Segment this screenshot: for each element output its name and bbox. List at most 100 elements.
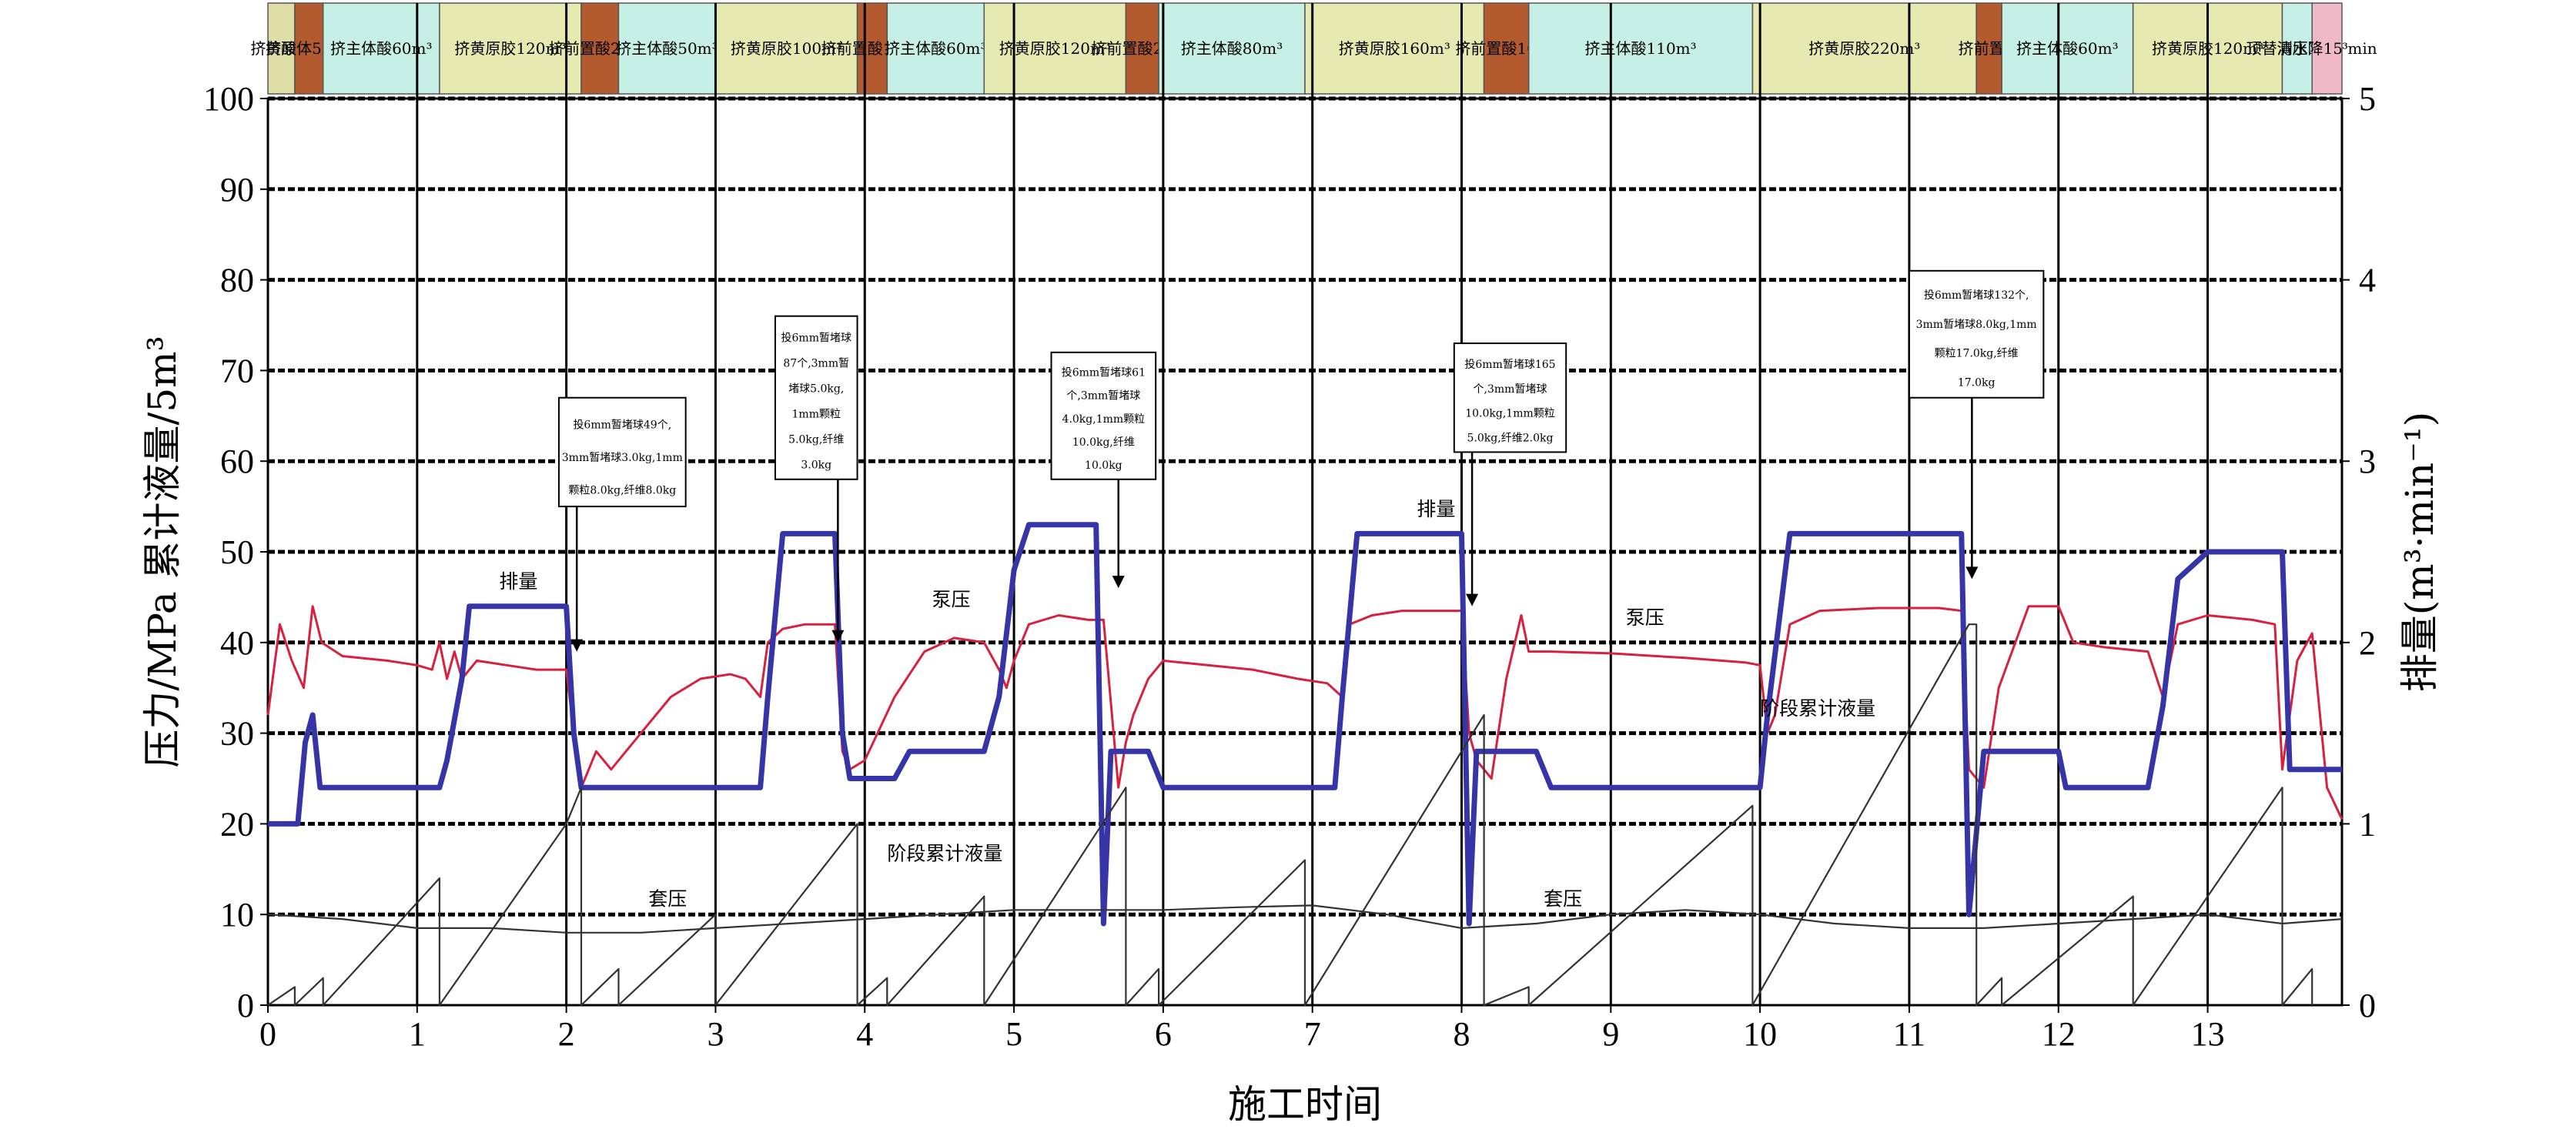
annotation-line: 87个,3mm暂 (783, 357, 849, 369)
y-left-tick-label: 40 (220, 624, 254, 662)
annotation-box (557, 396, 687, 508)
x-tick-label: 11 (1893, 1015, 1925, 1053)
x-tick-label: 12 (2042, 1015, 2076, 1053)
stage-block-label: 测压降15 min (2277, 39, 2377, 58)
y-left-tick-label: 90 (220, 171, 254, 209)
stage-block (856, 2, 888, 95)
annotation-box (1453, 342, 1567, 453)
annotation-line: 4.0kg,1mm颗粒 (1062, 413, 1146, 426)
x-tick-label: 9 (1602, 1015, 1619, 1053)
annotation-line: 颗粒8.0kg,纤维8.0kg (568, 484, 676, 496)
annotation-line: 堵球5.0kg, (788, 383, 844, 395)
stage-block (983, 2, 1127, 95)
stage-block-label: 挤主体酸80m³ (1181, 39, 1283, 58)
stage-block (886, 2, 985, 95)
stage-block (1158, 2, 1306, 95)
annotation-line: 投6mm暂堵球61 (1062, 366, 1146, 379)
x-tick-label: 0 (259, 1015, 276, 1053)
annotation-arrow-head (1466, 593, 1479, 606)
y-right-tick-label: 0 (2359, 987, 2376, 1024)
stage-block (439, 2, 582, 95)
stage-block-label: 挤黄原胶120m³ (454, 39, 566, 58)
y-left-tick-label: 60 (220, 443, 254, 480)
x-tick-label: 5 (1005, 1015, 1022, 1053)
annotation-line: 10.0kg (1085, 459, 1122, 472)
y-left-tick-label: 80 (220, 262, 254, 299)
curve-label: 阶段累计液量 (887, 843, 1002, 865)
y-right-tick-label: 1 (2359, 805, 2376, 843)
annotation-line: 颗粒17.0kg,纤维 (1935, 348, 2019, 360)
stage-block (714, 2, 858, 95)
stage-block-label: 挤主体酸110m³ (1585, 39, 1697, 58)
curve-label: 泵压 (1626, 606, 1664, 629)
stage-block-label: 挤主体酸60m³ (330, 39, 432, 58)
annotation-line: 17.0kg (1958, 376, 1996, 389)
stage-block (580, 2, 620, 95)
stage-block (2281, 2, 2313, 95)
series-line-0 (266, 605, 2343, 820)
stage-block (617, 2, 717, 95)
y-left-tick-label: 20 (220, 805, 254, 843)
curve-label: 泵压 (932, 589, 970, 611)
stage-block (294, 2, 324, 95)
stage-block-label: 挤主体酸50m³ (616, 39, 718, 58)
y-left-tick-label: 10 (220, 896, 254, 934)
y-left-tick-label: 30 (220, 715, 254, 753)
stage-block (1975, 2, 2002, 95)
stage-block-label: 挤主体酸60m³ (2016, 39, 2118, 58)
y-right-tick-label: 4 (2359, 262, 2376, 299)
curve-label: 套压 (648, 887, 687, 910)
y-left-tick-label: 0 (237, 987, 254, 1024)
curve-label: 套压 (1544, 887, 1582, 910)
stage-block (1527, 2, 1754, 95)
annotations: 投6mm暂堵球49个, 3mm暂堵球3.0kg,1mm 颗粒8.0kg,纤维8.0k… (557, 269, 2045, 652)
annotation-line: 个,3mm暂堵球 (1474, 383, 1547, 396)
annotation-line: 投6mm暂堵球49个, (573, 419, 671, 432)
annotation-line: 3mm暂堵球3.0kg,1mm (562, 452, 683, 464)
annotation-line: 1mm颗粒 (792, 408, 841, 420)
x-tick-label: 8 (1454, 1015, 1470, 1053)
annotation-box (1050, 351, 1157, 480)
x-tick-label: 13 (2191, 1015, 2225, 1053)
annotation-arrow-head (1112, 576, 1125, 589)
annotation-line: 10.0kg,纤维 (1072, 436, 1135, 449)
y-left-tick-label: 100 (203, 80, 254, 118)
x-tick-label: 2 (558, 1015, 575, 1053)
annotation-line: 10.0kg,1mm颗粒 (1465, 408, 1555, 420)
annotation-line: 个,3mm暂堵球 (1066, 390, 1140, 403)
y-right-tick-label: 5 (2359, 80, 2376, 118)
annotation-line: 投6mm暂堵球 (781, 332, 851, 344)
curve-label: 排量 (1417, 498, 1455, 520)
y-left-tick-label: 70 (220, 352, 254, 389)
x-tick-label: 7 (1304, 1015, 1321, 1053)
annotation-arrow-head (831, 630, 845, 643)
x-tick-label: 1 (409, 1015, 426, 1053)
x-tick-label: 3 (707, 1015, 724, 1053)
curve-label: 排量 (499, 570, 537, 593)
y-axis-right-title: 排量(m³·min⁻¹) (2397, 412, 2442, 692)
stage-block (267, 2, 296, 95)
stage-block (2001, 2, 2134, 95)
x-axis-title: 施工时间 (1228, 1082, 1382, 1127)
series-line-1 (268, 522, 2342, 927)
stage-block-label: 挤黄原胶220m³ (1808, 39, 1920, 58)
stage-block (1751, 2, 1977, 95)
stage-block (1304, 2, 1485, 95)
series-layer (266, 522, 2343, 1007)
y-right-tick-label: 3 (2359, 443, 2376, 480)
stage-block (2311, 2, 2343, 95)
stage-block-label: 挤黄原胶100m³ (731, 39, 842, 58)
annotation-line: 5.0kg,纤维2.0kg (1467, 432, 1554, 444)
x-tick-label: 6 (1155, 1015, 1172, 1053)
y-left-tick-label: 50 (220, 533, 254, 571)
annotation-line: 5.0kg,纤维 (788, 434, 844, 446)
stage-block-label: 挤黄原胶120m³ (999, 39, 1111, 58)
stage-block-label: 挤黄原胶160m³ (1339, 39, 1450, 58)
stage-block-label: 挤主体酸60m³ (885, 39, 986, 58)
annotation-arrow-head (1965, 566, 1979, 580)
y-right-tick-label: 2 (2359, 624, 2376, 662)
series-line-3 (267, 623, 2313, 1007)
